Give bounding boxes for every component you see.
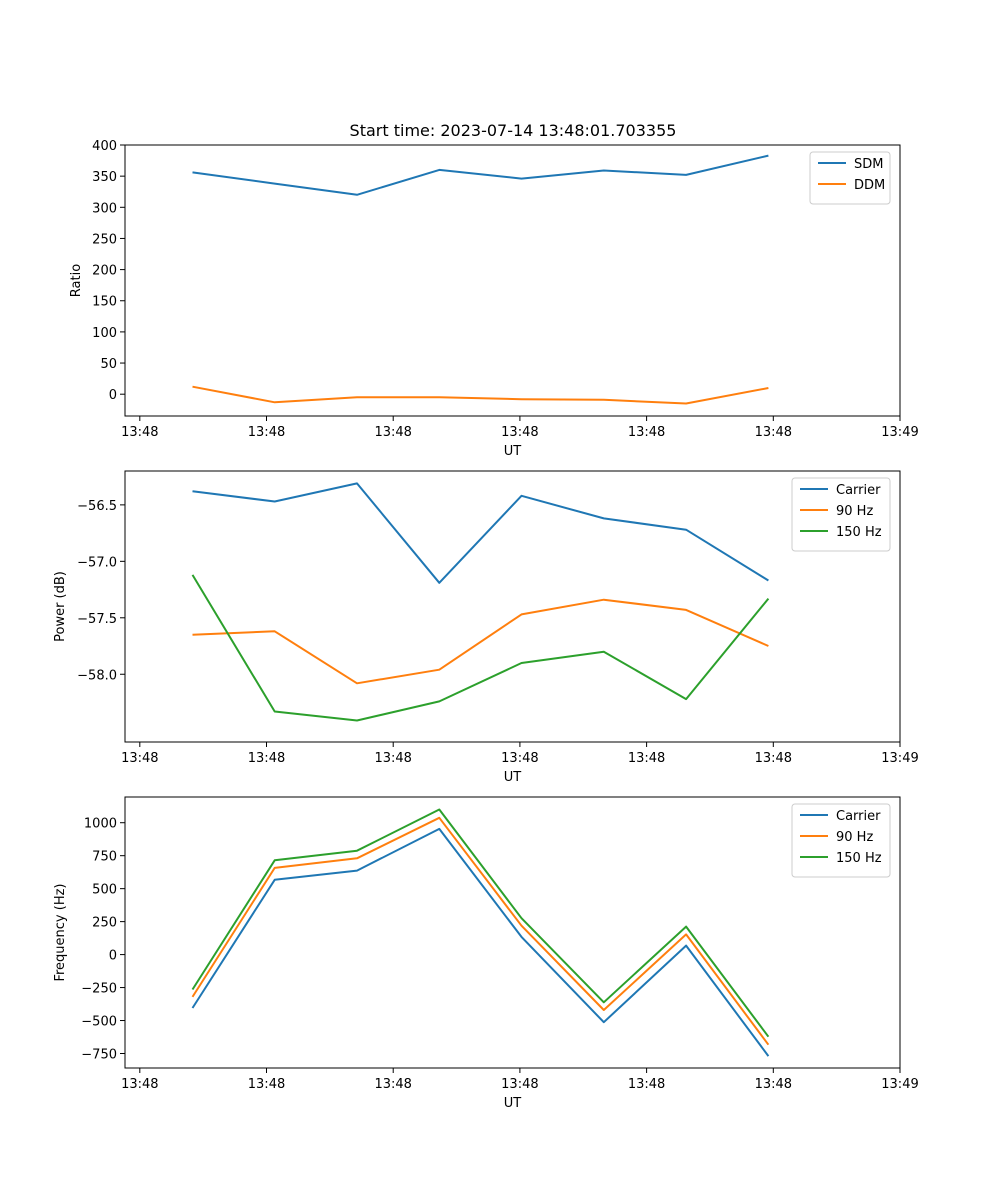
ratio-y-tick-label: 0: [109, 388, 117, 403]
ratio-x-tick-label: 13:49: [881, 425, 918, 440]
figure-title: Start time: 2023-07-14 13:48:01.703355: [350, 121, 677, 140]
ratio-x-tick-label: 13:48: [374, 425, 411, 440]
frequency-x-tick-label: 13:48: [628, 1077, 665, 1092]
frequency-panel: 13:48 13:48 13:48 13:48 13:48 13:48 13:49 −750 −…: [53, 796, 919, 1111]
frequency-y-tick-label: 1000: [84, 817, 117, 832]
power-y-tick-label: −58.0: [77, 668, 117, 683]
ratio-y-tick-label: 100: [92, 326, 117, 341]
ratio-y-axis-label: Ratio: [69, 264, 84, 297]
frequency-y-tick-label: −500: [81, 1015, 117, 1030]
power-y-tick-label: −57.5: [77, 612, 117, 627]
frequency-series-line-carrier: [191, 827, 770, 1057]
ratio-y-tick-label: 200: [92, 264, 117, 279]
frequency-legend-label: 90 Hz: [836, 830, 873, 845]
ratio-x-tick-label: 13:48: [248, 425, 285, 440]
power-axes-frame: [124, 470, 901, 743]
power-legend-label: 90 Hz: [836, 504, 873, 519]
ratio-y-tick-label: 300: [92, 201, 117, 216]
frequency-x-tick-label: 13:48: [121, 1077, 158, 1092]
frequency-x-tick-label: 13:48: [374, 1077, 411, 1092]
frequency-legend: [791, 803, 891, 878]
ratio-y-tick-label: 350: [92, 170, 117, 185]
frequency-y-tick-label: −750: [81, 1047, 117, 1062]
frequency-x-tick-label: 13:48: [248, 1077, 285, 1092]
ratio-y-tick-label: 50: [100, 357, 117, 372]
power-x-tick-label: 13:48: [374, 751, 411, 766]
power-series-line-150-hz: [191, 574, 770, 722]
power-y-tick-label: −57.0: [77, 555, 117, 570]
ratio-y-tick-label: 400: [92, 139, 117, 154]
frequency-series-line-150-hz: [191, 808, 770, 1038]
frequency-y-tick-label: 500: [92, 883, 117, 898]
power-legend: [791, 477, 891, 552]
frequency-series-line-90-hz: [191, 816, 770, 1046]
power-series-line-90-hz: [192, 598, 769, 685]
ratio-legend-label: DDM: [854, 178, 885, 193]
power-x-tick-label: 13:48: [755, 751, 792, 766]
frequency-y-tick-label: 250: [92, 916, 117, 931]
power-x-tick-label: 13:48: [248, 751, 285, 766]
ratio-legend: [809, 151, 891, 205]
frequency-x-tick-label: 13:49: [881, 1077, 918, 1092]
power-x-tick-label: 13:48: [501, 751, 538, 766]
power-y-axis-label: Power (dB): [53, 571, 68, 642]
power-x-axis-label: UT: [504, 770, 522, 785]
frequency-y-tick-label: 0: [109, 949, 117, 964]
power-x-tick-label: 13:49: [881, 751, 918, 766]
power-x-tick-label: 13:48: [121, 751, 158, 766]
ratio-series-line-sdm: [192, 154, 769, 196]
ratio-x-tick-label: 13:48: [121, 425, 158, 440]
frequency-y-tick-label: −250: [81, 982, 117, 997]
ratio-axes-frame: [124, 144, 901, 417]
power-series-line-carrier: [192, 482, 769, 584]
frequency-legend-label: Carrier: [836, 809, 881, 824]
power-legend-label: Carrier: [836, 483, 881, 498]
frequency-legend-label: 150 Hz: [836, 851, 882, 866]
ratio-x-tick-label: 13:48: [501, 425, 538, 440]
ratio-series-line-ddm: [192, 385, 769, 405]
power-legend-label: 150 Hz: [836, 525, 882, 540]
frequency-x-tick-label: 13:48: [501, 1077, 538, 1092]
ratio-x-axis-label: UT: [504, 444, 522, 459]
ratio-x-tick-label: 13:48: [755, 425, 792, 440]
frequency-x-tick-label: 13:48: [755, 1077, 792, 1092]
frequency-x-axis-label: UT: [504, 1096, 522, 1111]
ratio-panel: 13:48 13:48 13:48 13:48 13:48 13:48 13:49 0 50 10…: [69, 139, 919, 459]
power-x-tick-label: 13:48: [628, 751, 665, 766]
frequency-y-tick-label: 750: [92, 850, 117, 865]
frequency-y-axis-label: Frequency (Hz): [53, 883, 68, 981]
ratio-legend-label: SDM: [854, 157, 883, 172]
power-y-tick-label: −56.5: [77, 499, 117, 514]
ratio-y-tick-label: 250: [92, 232, 117, 247]
ratio-y-tick-label: 150: [92, 295, 117, 310]
power-panel: 13:48 13:48 13:48 13:48 13:48 13:48 13:49 −56.5…: [53, 470, 919, 785]
ratio-x-tick-label: 13:48: [628, 425, 665, 440]
frequency-axes-frame: [124, 796, 901, 1069]
